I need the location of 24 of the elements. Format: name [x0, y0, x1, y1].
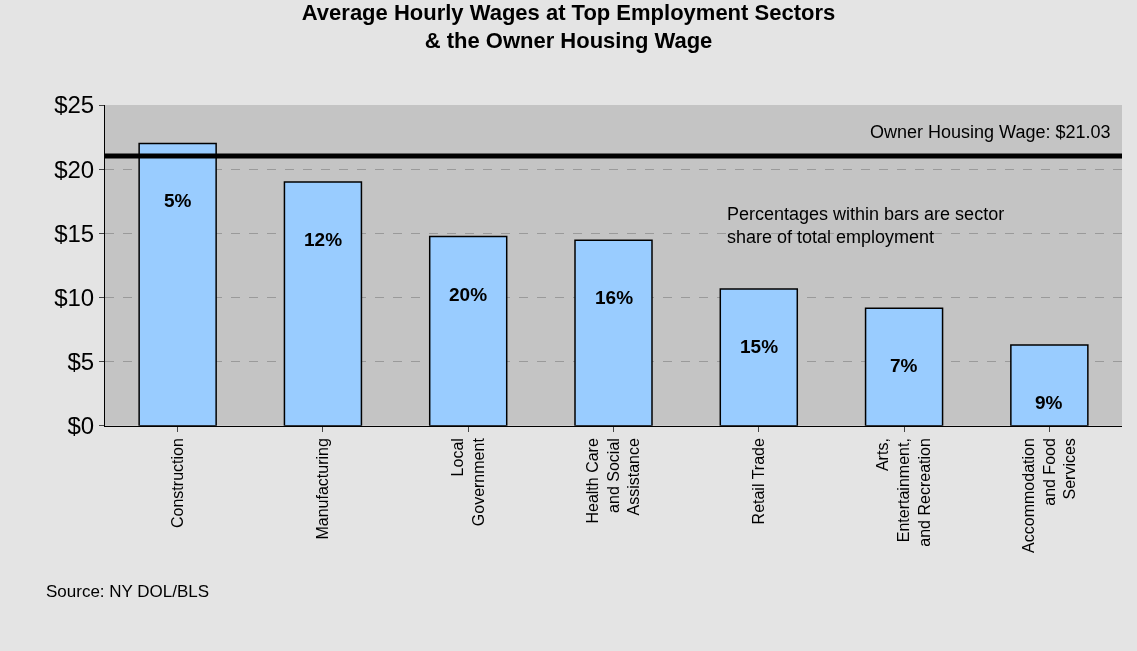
y-tick-label: $20	[54, 155, 95, 183]
x-tick-label: Accommodation and Food Services	[1019, 438, 1079, 553]
y-tick-label: $5	[67, 348, 95, 376]
annotation: 7%	[890, 355, 918, 376]
y-tick-label: $0	[67, 412, 95, 440]
annotation: 9%	[1035, 392, 1063, 413]
annotation: 16%	[595, 287, 634, 308]
x-tick-label: Construction	[168, 438, 186, 528]
annotation: Percentages within bars are sector share of total employment	[727, 204, 1005, 248]
chart-title: Average Hourly Wages at Top Employment Sectors & the Owner Housing Wage	[301, 0, 836, 54]
source-note: Source: NY DOL/BLS	[46, 582, 210, 601]
y-tick-label: $25	[54, 91, 95, 119]
y-tick-label: $10	[54, 283, 95, 311]
ref-line-label: Owner Housing Wage: $21.03	[870, 122, 1111, 142]
x-tick-label: Retail Trade	[749, 438, 767, 525]
annotation: 15%	[740, 336, 779, 357]
annotation: 20%	[449, 284, 488, 305]
x-tick-label: Local Government	[449, 437, 487, 527]
annotation: 5%	[164, 190, 192, 211]
x-tick-label: Health Care and Social Assistance	[583, 438, 643, 524]
y-tick-label: $15	[54, 219, 95, 247]
x-tick-label: Manufacturing	[314, 438, 332, 540]
annotation: 12%	[304, 229, 343, 250]
x-tick-label: Arts, Entertainment, and Recreation	[874, 438, 934, 547]
